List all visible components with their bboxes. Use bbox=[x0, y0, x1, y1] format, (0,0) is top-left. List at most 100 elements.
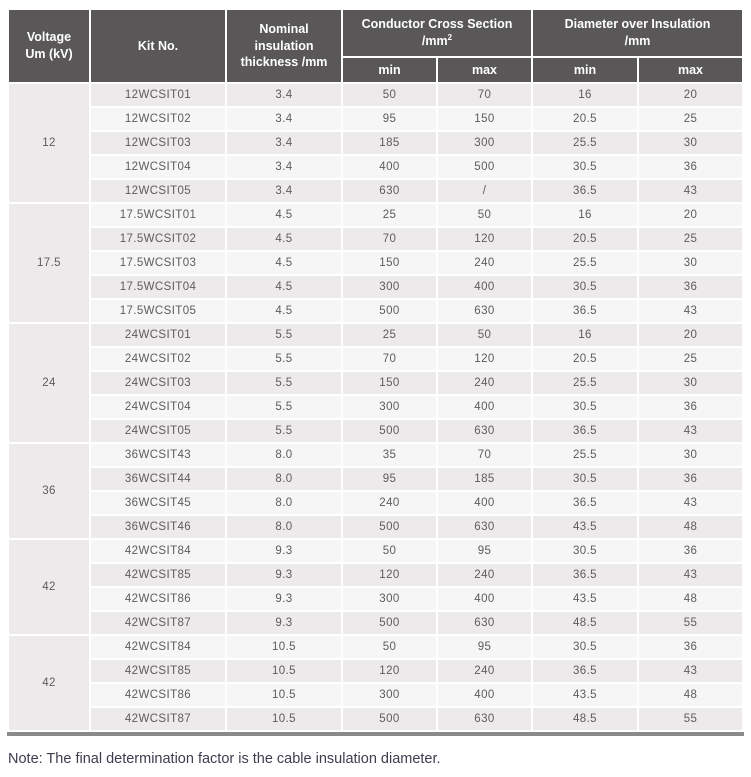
dia-min-cell: 20.5 bbox=[533, 108, 637, 130]
table-row: 24WCSIT03 5.5 150 240 25.5 30 bbox=[9, 372, 742, 394]
dia-max-cell: 48 bbox=[639, 516, 742, 538]
table-row: 17.5WCSIT02 4.5 70 120 20.5 25 bbox=[9, 228, 742, 250]
dia-min-cell: 25.5 bbox=[533, 252, 637, 274]
kit-no-cell: 12WCSIT01 bbox=[91, 84, 225, 106]
ccs-min-cell: 500 bbox=[343, 300, 436, 322]
table-row: 12WCSIT05 3.4 630/36.5 43 bbox=[9, 180, 742, 202]
table-row: 42WCSIT87 9.3 500 630 48.5 55 bbox=[9, 612, 742, 634]
ccs-max-cell: 95 bbox=[438, 540, 531, 562]
ccs-min-cell: 500 bbox=[343, 612, 436, 634]
note-text: Note: The final determination factor is … bbox=[8, 751, 441, 767]
dia-max-cell: 48 bbox=[639, 588, 742, 610]
dia-max-cell: 30 bbox=[639, 132, 742, 154]
table-body: 12 12WCSIT01 3.4 50 70 16 20 12WCSIT02 3.4 95 150 2… bbox=[9, 84, 742, 730]
table-row: 12 12WCSIT01 3.4 50 70 16 20 bbox=[9, 84, 742, 202]
dia-max-cell: 20 bbox=[639, 324, 742, 346]
dia-max-cell: 36 bbox=[639, 468, 742, 490]
ccs-max-cell: 500 bbox=[438, 156, 531, 178]
ccs-min-cell: 25 bbox=[343, 204, 436, 226]
ccs-min-cell: 35 bbox=[343, 444, 436, 466]
table-row: 17.5WCSIT04 4.5 300 400 30.5 36 bbox=[9, 276, 742, 298]
ccs-max-cell: 120 bbox=[438, 348, 531, 370]
dia-min-cell: 43.5 bbox=[533, 516, 637, 538]
dia-max-cell: 36 bbox=[639, 396, 742, 418]
dia-min-cell: 48.5 bbox=[533, 708, 637, 730]
ccs-max-cell: 630 bbox=[438, 708, 531, 730]
dia-max-cell: 55 bbox=[639, 708, 742, 730]
table-row: 17.5 17.5WCSIT01 4.5 25 50 16 20 bbox=[9, 204, 742, 322]
ccs-min-cell: 400 bbox=[343, 156, 436, 178]
ccs-min-cell: 25 bbox=[343, 324, 436, 346]
thickness-cell: 5.5 bbox=[227, 324, 341, 346]
voltage-cell: 17.5 bbox=[9, 204, 89, 322]
thickness-cell: 8.0 bbox=[227, 468, 341, 490]
table-row: 36 36WCSIT43 8.0 35 70 25.5 30 bbox=[9, 444, 742, 538]
table-row: 36WCSIT44 8.0 95 185 30.5 36 bbox=[9, 468, 742, 490]
ccs-min-cell: 300 bbox=[343, 684, 436, 706]
kit-no-cell: 42WCSIT87 bbox=[91, 612, 225, 634]
dia-max-cell: 20 bbox=[639, 84, 742, 106]
kit-no-cell: 42WCSIT87 bbox=[91, 708, 225, 730]
ccs-max-cell: 240 bbox=[438, 252, 531, 274]
kit-no-cell: 17.5WCSIT04 bbox=[91, 276, 225, 298]
ccs-max-cell: 50 bbox=[438, 204, 531, 226]
table-row: 17.5WCSIT03 4.5 150 240 25.5 30 bbox=[9, 252, 742, 274]
table-row: 42 42WCSIT84 10.5 50 95 30.5 36 bbox=[9, 636, 742, 730]
ccs-min-cell: 95 bbox=[343, 108, 436, 130]
ccs-max-cell: 70 bbox=[438, 444, 531, 466]
table-row: 12WCSIT02 3.4 95 150 20.5 25 bbox=[9, 108, 742, 130]
thickness-cell: 3.4 bbox=[227, 156, 341, 178]
voltage-cell: 42 bbox=[9, 636, 89, 730]
ccs-max-cell: 185 bbox=[438, 468, 531, 490]
kit-no-cell: 17.5WCSIT03 bbox=[91, 252, 225, 274]
ccs-max-cell: 400 bbox=[438, 396, 531, 418]
ccs-min-cell: 120 bbox=[343, 660, 436, 682]
kit-no-cell: 24WCSIT04 bbox=[91, 396, 225, 418]
subheader-dia-max: max bbox=[639, 58, 742, 82]
ccs-min-cell: 500 bbox=[343, 420, 436, 442]
thickness-cell: 9.3 bbox=[227, 612, 341, 634]
thickness-cell: 5.5 bbox=[227, 348, 341, 370]
ccs-min-cell: 300 bbox=[343, 396, 436, 418]
kit-no-cell: 24WCSIT01 bbox=[91, 324, 225, 346]
dia-min-cell: 30.5 bbox=[533, 468, 637, 490]
ccs-min-cell: 185 bbox=[343, 132, 436, 154]
thickness-cell: 10.5 bbox=[227, 660, 341, 682]
dia-max-cell: 43 bbox=[639, 660, 742, 682]
ccs-max-cell: 95 bbox=[438, 636, 531, 658]
dia-max-cell: 43 bbox=[639, 180, 742, 202]
ccs-max-cell: / bbox=[438, 180, 531, 202]
table-row: 42WCSIT85 9.3 120 240 36.5 43 bbox=[9, 564, 742, 586]
table-row: 42WCSIT85 10.5 120 240 36.5 43 bbox=[9, 660, 742, 682]
ccs-max-cell: 240 bbox=[438, 660, 531, 682]
ccs-max-cell: 240 bbox=[438, 564, 531, 586]
header-kit-no: Kit No. bbox=[91, 10, 225, 82]
dia-max-cell: 20 bbox=[639, 204, 742, 226]
kit-no-cell: 42WCSIT85 bbox=[91, 660, 225, 682]
ccs-min-cell: 630 bbox=[343, 180, 436, 202]
ccs-min-cell: 120 bbox=[343, 564, 436, 586]
table-row: 36WCSIT46 8.0 500 630 43.5 48 bbox=[9, 516, 742, 538]
ccs-min-cell: 50 bbox=[343, 540, 436, 562]
kit-no-cell: 12WCSIT02 bbox=[91, 108, 225, 130]
kit-no-cell: 42WCSIT86 bbox=[91, 588, 225, 610]
dia-min-cell: 16 bbox=[533, 324, 637, 346]
dia-max-cell: 25 bbox=[639, 348, 742, 370]
ccs-max-cell: 240 bbox=[438, 372, 531, 394]
thickness-cell: 3.4 bbox=[227, 84, 341, 106]
dia-max-cell: 30 bbox=[639, 372, 742, 394]
dia-min-cell: 25.5 bbox=[533, 444, 637, 466]
kit-no-cell: 42WCSIT86 bbox=[91, 684, 225, 706]
ccs-min-cell: 500 bbox=[343, 708, 436, 730]
kit-no-cell: 36WCSIT43 bbox=[91, 444, 225, 466]
thickness-cell: 8.0 bbox=[227, 516, 341, 538]
table-header: Voltage Um (kV) Kit No. Nominal insulati… bbox=[9, 10, 742, 82]
ccs-max-cell: 400 bbox=[438, 684, 531, 706]
dia-min-cell: 20.5 bbox=[533, 348, 637, 370]
table-bottom-border bbox=[7, 732, 744, 736]
ccs-min-cell: 50 bbox=[343, 84, 436, 106]
table-row: 12WCSIT04 3.4 400 500 30.5 36 bbox=[9, 156, 742, 178]
ccs-max-cell: 630 bbox=[438, 516, 531, 538]
conductor-cross-section-title: Conductor Cross Section bbox=[361, 17, 513, 32]
